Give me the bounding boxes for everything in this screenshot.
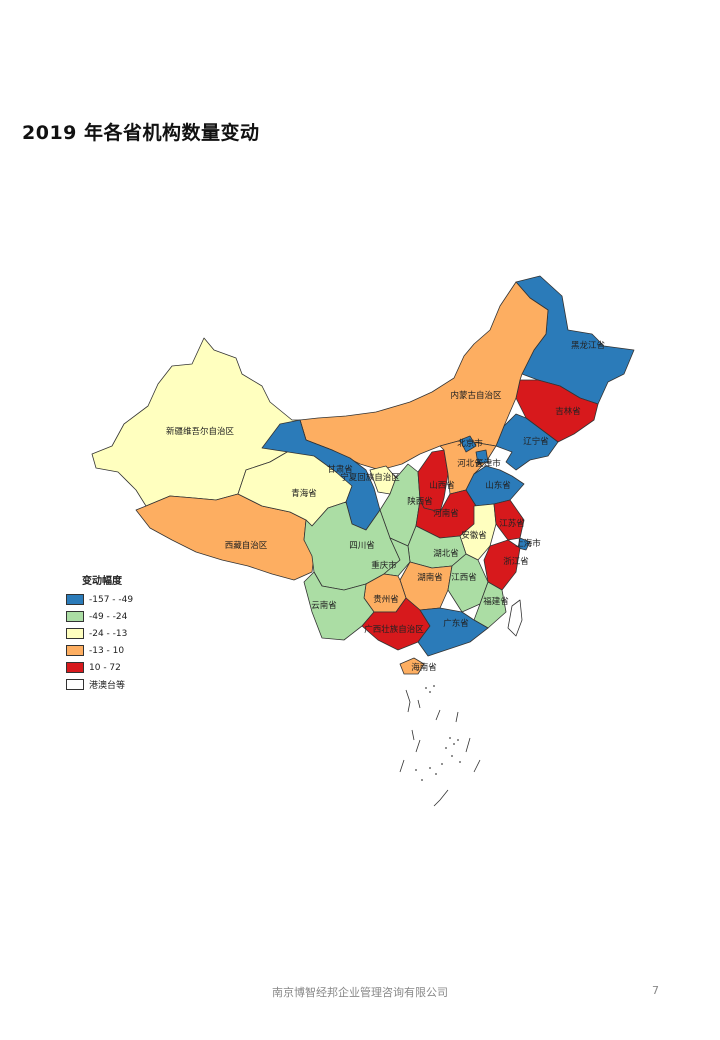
province-label: 福建省 (483, 596, 509, 607)
province-label: 新疆维吾尔自治区 (166, 426, 235, 437)
province-label: 黑龙江省 (571, 340, 606, 351)
legend-swatch (66, 645, 84, 656)
legend-label: -13 - 10 (89, 645, 125, 656)
province-label: 甘肃省 (327, 464, 353, 475)
legend-title: 变动幅度 (82, 576, 122, 587)
legend-item: 10 - 72 (66, 659, 133, 676)
legend-item: -24 - -13 (66, 625, 133, 642)
province-label: 湖北省 (433, 548, 459, 559)
province-label: 云南省 (311, 600, 337, 611)
legend-label: 港澳台等 (89, 681, 126, 691)
province-region (417, 607, 489, 657)
province-label: 天津市 (475, 458, 501, 469)
legend-item: -13 - 10 (66, 642, 133, 659)
province-label: 江苏省 (499, 518, 525, 529)
province-label: 海南省 (411, 662, 437, 673)
province-region (483, 539, 521, 591)
province-label: 上海市 (515, 538, 541, 549)
province-region (399, 657, 425, 675)
province-region (475, 449, 489, 465)
province-label: 河北省 (457, 458, 483, 469)
legend-item: -49 - -24 (66, 608, 133, 625)
province-label: 青海省 (291, 488, 317, 499)
legend-label: -24 - -13 (89, 628, 128, 639)
province-label: 广东省 (443, 618, 469, 629)
province-label: 四川省 (349, 540, 375, 551)
province-label: 宁夏回族自治区 (340, 472, 400, 483)
legend-swatch (66, 679, 84, 690)
province-label: 内蒙古自治区 (450, 390, 502, 401)
province-label: 吉林省 (555, 406, 581, 417)
province-label: 广西壮族自治区 (364, 624, 424, 635)
province-label: 北京市 (457, 438, 483, 449)
legend-label: -49 - -24 (89, 611, 128, 622)
province-label: 安徽省 (461, 530, 487, 541)
province-region (517, 537, 531, 551)
footer-company: 南京博智经邦企业管理咨询有限公司 (272, 986, 448, 999)
province-label: 湖南省 (417, 572, 443, 583)
province-label: 西藏自治区 (225, 540, 268, 551)
page-title: 2019 年各省机构数量变动 (22, 122, 260, 144)
legend-label: -157 - -49 (89, 594, 134, 605)
legend-swatch (66, 611, 84, 622)
province-region (459, 435, 477, 453)
legend-label: 10 - 72 (89, 662, 121, 673)
page-number: 7 (652, 984, 659, 997)
province-region (261, 419, 381, 531)
province-label: 重庆市 (371, 560, 397, 571)
province-label: 陕西省 (407, 496, 433, 507)
province-region (495, 413, 559, 471)
province-label: 河南省 (433, 508, 459, 519)
province-label: 山东省 (485, 480, 511, 491)
province-region (515, 379, 599, 443)
province-region (507, 599, 523, 637)
province-label: 辽宁省 (523, 436, 549, 447)
province-region (303, 571, 375, 641)
legend-swatch (66, 628, 84, 639)
province-label: 山西省 (429, 480, 455, 491)
province-label: 江西省 (451, 572, 477, 583)
province-label: 浙江省 (503, 556, 529, 567)
legend-swatch (66, 594, 84, 605)
legend: 变动幅度 -157 - -49 -49 - -24 -24 - -13 -13 - 1… (66, 572, 133, 693)
legend-swatch (66, 662, 84, 673)
south-china-sea-islands (399, 685, 481, 807)
legend-item: -157 - -49 (66, 591, 133, 608)
province-label: 贵州省 (373, 594, 399, 605)
legend-item: 港澳台等 (66, 676, 133, 693)
